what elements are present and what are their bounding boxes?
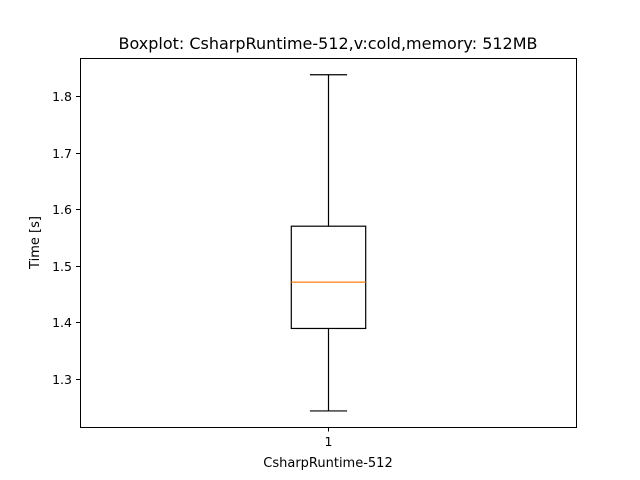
x-axis-label: CsharpRuntime-512: [263, 456, 392, 471]
y-tick-label: 1.4: [52, 315, 72, 330]
x-tick-label: 1: [325, 434, 333, 449]
y-axis-label: Time [s]: [28, 216, 43, 270]
y-tick-label: 1.7: [52, 146, 72, 161]
y-tick-label: 1.3: [52, 372, 72, 387]
box-group: [290, 74, 367, 412]
chart-title: Boxplot: CsharpRuntime-512,v:cold,memory…: [118, 34, 537, 53]
iqr-box: [290, 225, 367, 330]
y-tick-label: 1.8: [52, 89, 72, 104]
y-tick-label: 1.6: [52, 202, 72, 217]
ticks-group: 1.3 1.4 1.5 1.6 1.7 1.8 1: [52, 89, 332, 449]
y-tick-label: 1.5: [52, 259, 72, 274]
